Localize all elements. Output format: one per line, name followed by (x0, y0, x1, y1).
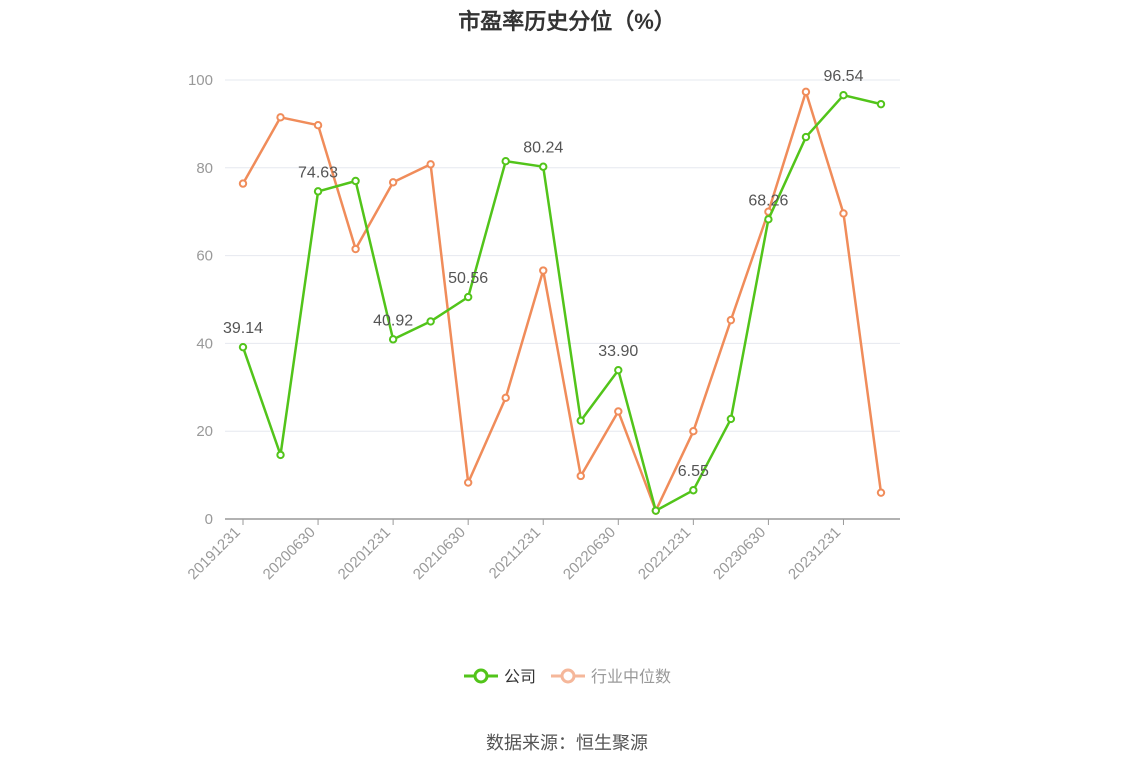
industry-point (388, 178, 398, 187)
legend-item-company[interactable]: 公司 (464, 668, 536, 686)
company-point (576, 416, 585, 425)
company-point (276, 450, 285, 460)
x-tick-label: 20201231 (335, 524, 394, 583)
industry-point (801, 87, 811, 97)
company-point (764, 215, 773, 224)
data-label: 68.26 (748, 192, 788, 209)
data-label: 40.92 (373, 312, 413, 329)
x-tick-label: 20231231 (785, 524, 844, 583)
grid-layer (225, 79, 900, 432)
y-tick-label: 0 (205, 511, 213, 528)
company-point (351, 176, 360, 186)
industry-point (726, 315, 736, 325)
company-point (539, 162, 548, 171)
x-tick-label: 20220630 (560, 524, 619, 583)
company-point (651, 506, 661, 515)
company-point (876, 99, 886, 109)
industry-point (876, 488, 886, 497)
legend-label-company: 公司 (504, 669, 536, 686)
company-point (238, 342, 248, 352)
industry-point (351, 244, 360, 254)
data-label: 39.14 (223, 320, 263, 337)
industry-point (501, 393, 510, 403)
company-point (426, 317, 435, 326)
company-point (388, 335, 398, 344)
industry-point (313, 121, 323, 130)
y-tick-label: 20 (196, 423, 213, 440)
data-label: 6.55 (678, 463, 709, 480)
industry-point (463, 478, 473, 487)
series-layer (238, 87, 886, 515)
company-point (463, 292, 473, 302)
legend-label-industry: 行业中位数 (591, 668, 671, 686)
company-point (313, 187, 323, 196)
company-point (689, 486, 698, 495)
company-point (501, 157, 510, 166)
x-tick-label: 20221231 (635, 524, 694, 583)
y-tick-label: 100 (188, 72, 213, 89)
company-point (726, 414, 736, 424)
chart-title: 市盈率历史分位（%） (458, 9, 676, 34)
company-point (801, 132, 811, 142)
legend: 公司 行业中位数 (464, 668, 671, 686)
industry-point (539, 266, 548, 275)
industry-point (238, 179, 248, 188)
y-tick-label: 60 (196, 248, 213, 265)
industry-point (426, 160, 435, 169)
legend-item-industry[interactable]: 行业中位数 (551, 668, 671, 686)
data-label: 74.63 (298, 164, 338, 181)
industry-point (839, 209, 848, 218)
x-tick-label: 20200630 (260, 524, 319, 583)
industry-point (689, 427, 698, 436)
x-tick-label: 20191231 (185, 524, 244, 583)
y-tick-label: 40 (196, 335, 213, 352)
y-tick-label: 80 (196, 160, 213, 177)
company-point (614, 365, 623, 375)
data-source-note: 数据来源：恒生聚源 (486, 733, 648, 753)
data-label-layer: 39.14 74.63 40.92 50.56 80.24 33.90 6.55 68.26 9… (223, 68, 864, 480)
industry-point (276, 113, 285, 122)
series-line-company (241, 93, 882, 512)
industry-point (576, 471, 585, 481)
data-label: 80.24 (523, 140, 563, 157)
x-tick-label: 20230630 (710, 524, 769, 583)
company-point (839, 90, 848, 100)
data-label: 96.54 (823, 68, 863, 85)
data-label: 33.90 (598, 343, 638, 360)
x-tick-label: 20210630 (410, 524, 469, 583)
series-line-industry (241, 90, 883, 512)
data-label: 50.56 (448, 270, 488, 287)
industry-point (614, 407, 623, 416)
x-tick-label: 20211231 (486, 524, 544, 582)
